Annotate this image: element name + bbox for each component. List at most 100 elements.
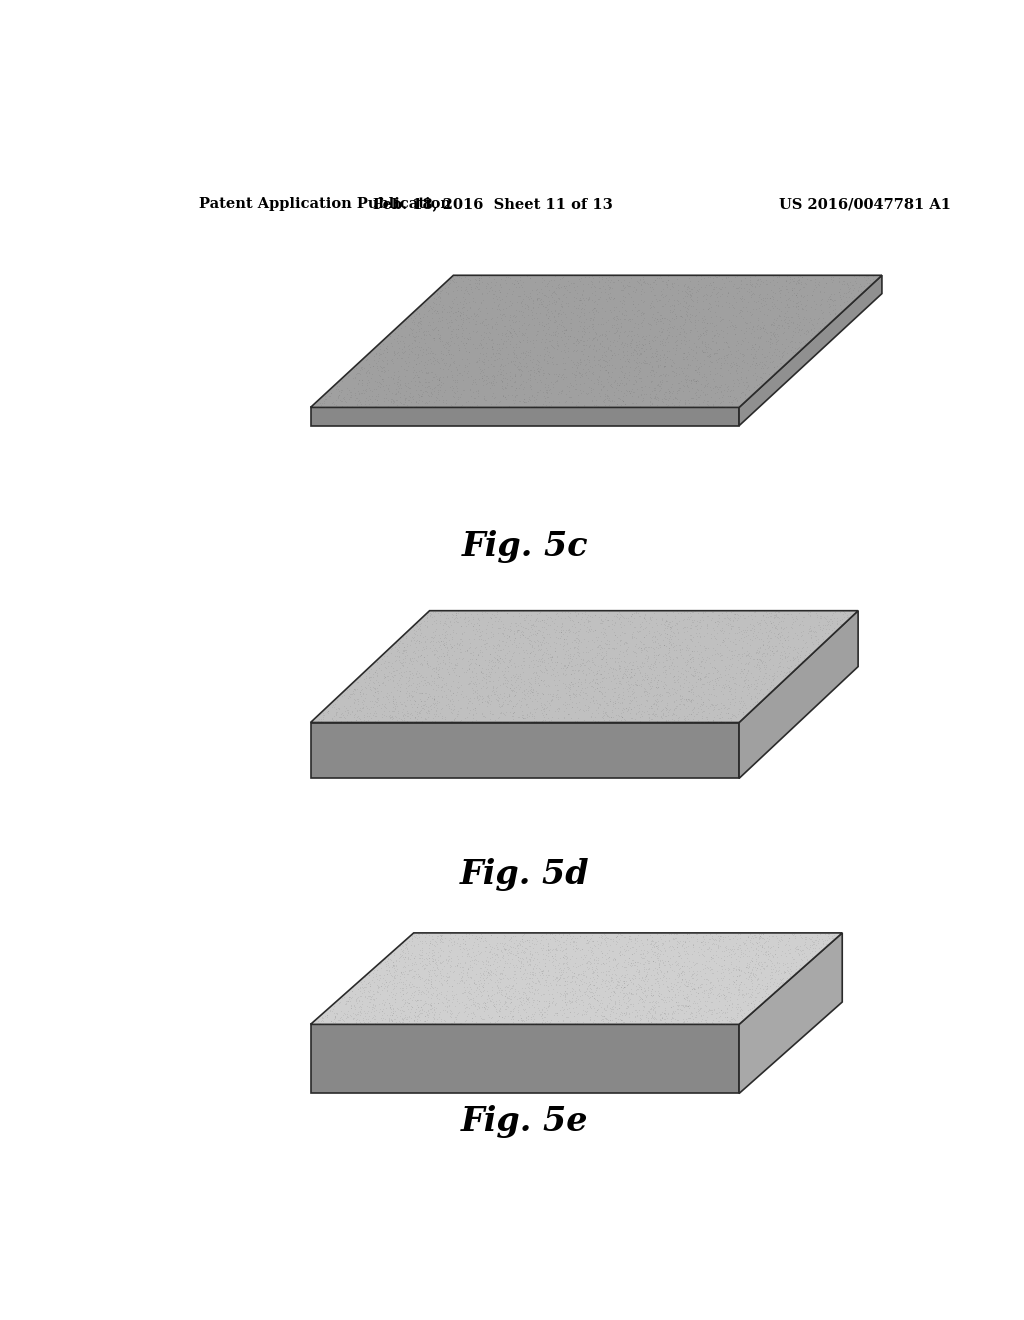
Point [786,282,803,304]
Point [646,297,663,318]
Point [696,979,713,1001]
Point [762,605,778,626]
Point [521,964,538,985]
Point [662,929,678,950]
Point [585,974,601,995]
Point [412,308,428,329]
Point [668,330,684,351]
Point [400,685,417,706]
Point [394,935,411,956]
Point [626,374,642,395]
Point [601,950,617,972]
Point [638,644,654,665]
Point [416,639,432,660]
Point [447,1007,464,1028]
Point [550,286,566,308]
Point [760,298,776,319]
Point [463,277,479,298]
Point [557,659,573,680]
Point [568,1010,585,1031]
Point [362,708,379,729]
Point [683,968,699,989]
Point [482,329,499,350]
Point [808,630,824,651]
Point [675,985,691,1006]
Point [708,672,724,693]
Point [510,946,526,968]
Point [684,1006,700,1027]
Point [722,1010,738,1031]
Point [416,694,432,715]
Point [733,306,750,327]
Point [808,929,824,950]
Point [809,927,825,948]
Point [358,987,375,1008]
Point [683,372,699,393]
Point [369,968,385,989]
Point [384,1011,400,1032]
Point [766,664,782,685]
Point [693,606,710,627]
Point [553,296,569,317]
Point [344,682,360,704]
Point [513,1007,529,1028]
Point [495,355,511,376]
Point [472,970,488,991]
Point [585,310,601,331]
Point [487,677,504,698]
Point [658,700,675,721]
Point [368,669,384,690]
Point [818,933,835,954]
Point [454,297,470,318]
Point [558,656,574,677]
Point [670,379,686,400]
Point [658,675,675,696]
Point [654,339,671,360]
Point [750,957,766,978]
Point [534,314,550,335]
Point [361,975,378,997]
Point [738,388,755,409]
Point [653,708,670,729]
Point [432,281,449,302]
Point [586,276,602,297]
Point [419,1003,435,1024]
Point [667,1008,683,1030]
Point [544,351,560,372]
Point [676,1011,692,1032]
Point [644,342,660,363]
Point [585,709,601,730]
Polygon shape [739,933,842,1093]
Point [549,326,565,347]
Point [427,952,443,973]
Point [646,622,663,643]
Point [547,622,563,643]
Point [413,337,429,358]
Point [428,675,444,696]
Point [658,644,675,665]
Point [584,986,600,1007]
Point [546,363,562,384]
Point [606,624,623,645]
Point [497,667,513,688]
Point [713,999,729,1020]
Point [383,663,399,684]
Point [463,983,479,1005]
Point [513,1008,529,1030]
Point [593,1005,609,1026]
Point [353,383,370,404]
Point [643,937,659,958]
Point [443,379,460,400]
Point [670,924,686,945]
Point [334,380,350,401]
Point [751,651,767,672]
Point [397,952,414,973]
Point [703,321,720,342]
Point [441,315,458,337]
Point [434,924,451,945]
Point [515,348,531,370]
Point [422,953,438,974]
Point [451,993,467,1014]
Point [524,964,541,985]
Point [726,634,742,655]
